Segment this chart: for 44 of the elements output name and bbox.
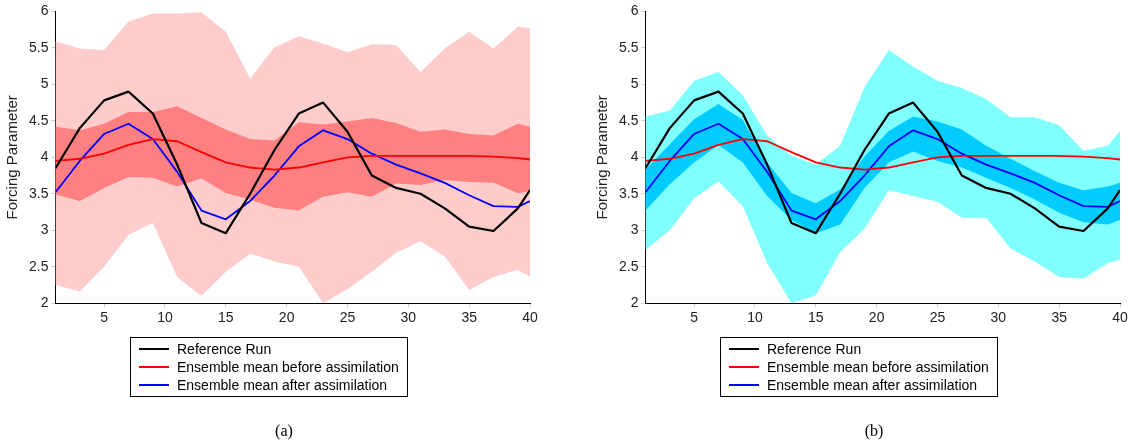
x-tick-label: 10 (157, 309, 173, 326)
x-tick-label: 30 (990, 309, 1007, 326)
x-tick-label: 40 (522, 309, 538, 326)
y-tick-label: 3 (40, 221, 49, 238)
y-tick-label: 2.5 (28, 257, 49, 274)
y-tick-label: 6 (40, 2, 49, 19)
y-tick-label: 5.5 (618, 38, 639, 55)
x-tick-label: 5 (690, 309, 699, 326)
x-tick-label: 15 (218, 309, 234, 326)
x-tick-label: 30 (400, 309, 417, 326)
y-tick-label: 5.5 (28, 38, 49, 55)
legend-label: Ensemble mean after assimilation (767, 377, 978, 393)
x-tick-label: 35 (1051, 309, 1068, 326)
x-tick-label: 35 (461, 309, 478, 326)
y-tick-label: 6 (630, 2, 639, 19)
x-tick-label: 40 (1112, 309, 1128, 326)
y-tick-label: 4.5 (618, 111, 639, 128)
y-tick-label: 2 (40, 294, 49, 311)
y-tick-label: 3.5 (28, 184, 49, 201)
legend-label: Ensemble mean before assimilation (767, 359, 989, 375)
y-axis-title: Forcing Parameter (3, 95, 21, 220)
y-tick-label: 4 (40, 148, 49, 165)
x-tick-label: 20 (868, 309, 885, 326)
y-tick-label: 5 (630, 75, 639, 92)
x-tick-label: 5 (100, 309, 109, 326)
text: (b) (863, 422, 885, 440)
x-tick-label: 10 (747, 309, 763, 326)
x-tick-label: 20 (278, 309, 295, 326)
x-tick-label: 25 (339, 309, 356, 326)
y-tick-label: 3.5 (618, 184, 639, 201)
y-tick-label: 2.5 (618, 257, 639, 274)
y-axis-title: Forcing Parameter (593, 95, 611, 220)
y-tick-label: 3 (630, 221, 639, 238)
y-tick-label: 4.5 (28, 111, 49, 128)
legend-label: Ensemble mean after assimilation (177, 377, 388, 393)
legend-label: Reference Run (177, 341, 272, 357)
x-tick-label: 25 (929, 309, 946, 326)
x-tick-label: 15 (808, 309, 824, 326)
legend-label: Ensemble mean before assimilation (177, 359, 399, 375)
y-tick-label: 5 (40, 75, 49, 92)
y-tick-label: 4 (630, 148, 639, 165)
text: (a) (274, 422, 294, 440)
legend-label: Reference Run (767, 341, 862, 357)
y-tick-label: 2 (630, 294, 639, 311)
